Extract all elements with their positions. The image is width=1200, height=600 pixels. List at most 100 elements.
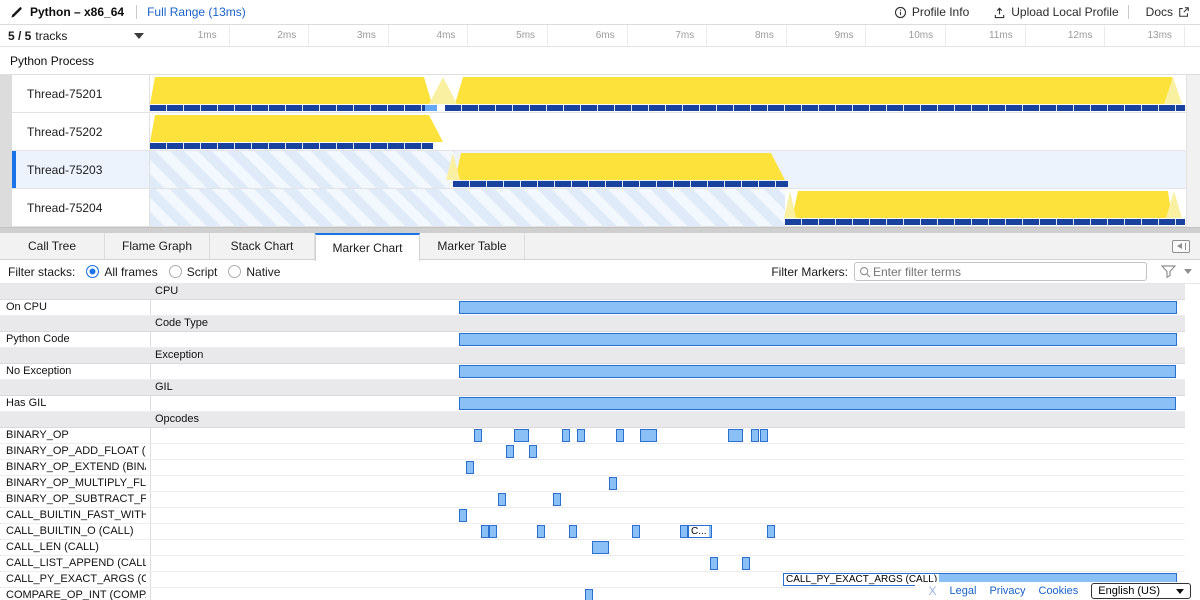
marker[interactable]: C... xyxy=(688,525,712,538)
funnel-filter-icon[interactable] xyxy=(1161,265,1176,278)
thread-activity-chart[interactable] xyxy=(150,113,1186,150)
marker-row[interactable]: BINARY_OP xyxy=(0,428,1185,444)
ruler-tick: 4ms xyxy=(389,25,469,46)
marker-row[interactable]: BINARY_OP_MULTIPLY_FL... xyxy=(0,476,1185,492)
marker[interactable] xyxy=(514,429,529,442)
marker-category-header: CPU xyxy=(0,284,1185,300)
marker-rows: CPU On CPU Code Type Python Code Exception No… xyxy=(0,284,1200,600)
thread-activity-chart[interactable] xyxy=(150,75,1186,112)
marker-row[interactable]: CALL_BUILTIN_O (CALL) C... xyxy=(0,524,1185,540)
marker[interactable] xyxy=(481,525,489,538)
marker-row[interactable]: CALL_LIST_APPEND (CALL) xyxy=(0,556,1185,572)
thread-rows: Thread-75201 Thread-75202 Thread-75203 Thre… xyxy=(12,75,1186,227)
marker[interactable] xyxy=(728,429,743,442)
marker[interactable] xyxy=(609,477,617,490)
sidebar-toggle-icon[interactable] xyxy=(1172,239,1190,253)
marker[interactable] xyxy=(632,525,640,538)
marker[interactable] xyxy=(474,429,482,442)
filter-markers-label: Filter Markers: xyxy=(771,264,848,279)
footer-link-cookies[interactable]: Cookies xyxy=(1038,585,1079,597)
marker[interactable] xyxy=(553,493,561,506)
marker-row[interactable]: Has GIL xyxy=(0,396,1185,412)
marker[interactable] xyxy=(760,429,768,442)
marker[interactable] xyxy=(616,429,624,442)
marker[interactable] xyxy=(562,429,570,442)
footer-link-privacy[interactable]: Privacy xyxy=(989,585,1026,597)
thread-activity-chart[interactable] xyxy=(150,189,1186,226)
docs-link[interactable]: Docs xyxy=(1146,5,1190,19)
thread-track[interactable]: Thread-75204 xyxy=(12,189,1186,227)
marker[interactable] xyxy=(529,445,537,458)
ruler-tick: 1ms xyxy=(150,25,230,46)
thread-activity-chart[interactable] xyxy=(150,151,1186,188)
stack-filter-all-frames[interactable]: All frames xyxy=(86,264,158,279)
marker-strip xyxy=(785,219,1185,225)
marker-category-label: Exception xyxy=(155,349,204,361)
marker[interactable] xyxy=(710,557,718,570)
marker-filter-searchbox[interactable] xyxy=(854,262,1147,281)
tracks-scrollbar[interactable] xyxy=(1186,75,1200,227)
marker-row[interactable]: Python Code xyxy=(0,332,1185,348)
marker-row[interactable]: BINARY_OP_EXTEND (BINA... xyxy=(0,460,1185,476)
tab-stack-chart[interactable]: Stack Chart xyxy=(210,233,315,259)
tab-call-tree[interactable]: Call Tree xyxy=(0,233,105,259)
thread-name: Thread-75202 xyxy=(12,113,150,150)
process-track-header[interactable]: Python Process xyxy=(0,47,1200,75)
marker[interactable] xyxy=(459,365,1176,378)
marker-row[interactable]: BINARY_OP_SUBTRACT_FL... xyxy=(0,492,1185,508)
marker[interactable] xyxy=(498,493,506,506)
full-range-link[interactable]: Full Range (13ms) xyxy=(147,5,246,19)
panel-splitter[interactable] xyxy=(0,227,1200,233)
radio-label: All frames xyxy=(104,264,158,279)
header-divider xyxy=(136,5,138,19)
upload-button[interactable]: Upload Local Profile xyxy=(993,5,1119,19)
thread-track[interactable]: Thread-75201 xyxy=(12,75,1186,113)
marker[interactable] xyxy=(767,525,775,538)
tab-marker-table[interactable]: Marker Table xyxy=(420,233,525,259)
tab-marker-chart[interactable]: Marker Chart xyxy=(315,233,420,261)
chevron-down-icon[interactable] xyxy=(134,33,144,39)
marker[interactable] xyxy=(680,525,688,538)
marker[interactable] xyxy=(459,397,1176,410)
marker[interactable] xyxy=(459,333,1177,346)
marker-row-label: Has GIL xyxy=(6,397,47,409)
marker[interactable] xyxy=(640,429,657,442)
stack-filter-script[interactable]: Script xyxy=(168,265,217,279)
marker-category-label: Opcodes xyxy=(155,413,200,425)
profile-info-button[interactable]: Profile Info xyxy=(894,5,969,19)
tracks-dropdown[interactable]: 5 / 5 tracks xyxy=(8,25,67,46)
marker[interactable] xyxy=(592,541,609,554)
footer-close-button[interactable]: X xyxy=(928,584,937,598)
thread-track[interactable]: Thread-75202 xyxy=(12,113,1186,151)
marker[interactable] xyxy=(506,445,514,458)
marker-row[interactable]: On CPU xyxy=(0,300,1185,316)
marker[interactable] xyxy=(537,525,545,538)
thread-track[interactable]: Thread-75203 xyxy=(12,151,1186,189)
info-icon xyxy=(894,6,907,19)
marker[interactable] xyxy=(742,557,750,570)
stack-filter-native[interactable]: Native xyxy=(228,265,280,279)
marker-row[interactable]: No Exception xyxy=(0,364,1185,380)
marker-row[interactable]: CALL_LEN (CALL) xyxy=(0,540,1185,556)
edit-pencil-icon[interactable] xyxy=(10,6,23,19)
footer-link-legal[interactable]: Legal xyxy=(949,585,977,597)
marker-filter-input[interactable] xyxy=(871,263,1142,280)
marker-strip xyxy=(425,105,437,111)
marker[interactable] xyxy=(459,509,467,522)
label-column-divider xyxy=(150,572,151,587)
marker-row[interactable]: BINARY_OP_ADD_FLOAT (B... xyxy=(0,444,1185,460)
marker[interactable] xyxy=(466,461,474,474)
marker[interactable] xyxy=(489,525,497,538)
label-column-divider xyxy=(150,396,151,411)
marker[interactable] xyxy=(751,429,759,442)
marker[interactable] xyxy=(569,525,577,538)
tab-flame-graph[interactable]: Flame Graph xyxy=(105,233,210,259)
filter-dropdown-caret-icon[interactable] xyxy=(1184,269,1192,274)
marker-row[interactable]: CALL_BUILTIN_FAST_WITH... xyxy=(0,508,1185,524)
marker[interactable] xyxy=(577,429,585,442)
marker[interactable] xyxy=(459,301,1177,314)
language-select[interactable]: English (US) xyxy=(1091,583,1191,599)
marker-row[interactable]: COMPARE_OP_INT (COMPA... xyxy=(0,588,1185,600)
marker[interactable] xyxy=(585,589,593,600)
tracks-count: 5 / 5 xyxy=(8,28,32,43)
